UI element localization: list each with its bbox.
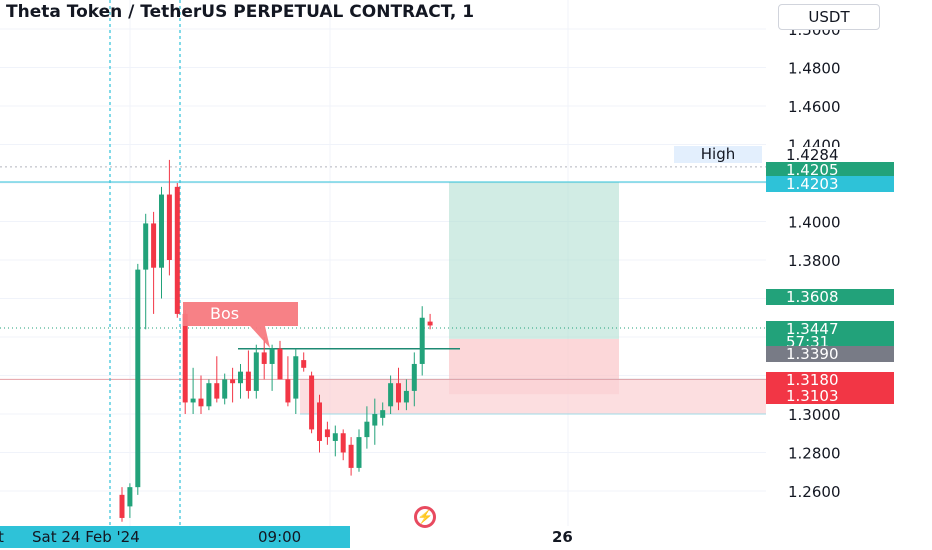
crosshair-time-label: t Sat 24 Feb '24 09:00	[0, 526, 350, 548]
candle-body	[182, 313, 188, 403]
crosshair-lines	[109, 0, 181, 526]
y-tick-label: 1.3000	[788, 406, 841, 424]
candle-body	[293, 356, 299, 399]
price-lines	[0, 166, 766, 380]
candle-body	[269, 348, 275, 364]
price-tag-a: 1.4205	[766, 162, 894, 178]
crosshair-date: Sat 24 Feb '24	[32, 528, 140, 546]
demand-zone	[300, 379, 766, 414]
price-tag-c: 1.3608	[766, 289, 894, 305]
price-axis: 1.26001.28001.30001.38001.40001.44001.46…	[788, 21, 841, 501]
price-tag-d: 1.3390	[766, 346, 894, 362]
lightning-icon[interactable]: ⚡	[414, 506, 436, 528]
bos-callout	[183, 302, 298, 348]
candles	[119, 159, 433, 522]
candle-body	[230, 379, 236, 384]
price-tag-b: 1.4203	[766, 176, 894, 192]
price-tag-f: 1.3103	[766, 388, 894, 404]
high-label: High	[674, 146, 762, 163]
candle-body	[372, 414, 378, 426]
y-tick-label: 1.2600	[788, 483, 841, 501]
candle-body	[159, 194, 164, 268]
chart-grid	[0, 0, 766, 526]
candle-body	[411, 363, 417, 391]
crosshair-time: 09:00	[258, 528, 302, 546]
candle-body	[222, 379, 228, 399]
candle-body	[261, 352, 267, 364]
x-tick-26: 26	[552, 528, 573, 546]
candle-body	[285, 379, 291, 403]
bos-label: Bos	[210, 304, 240, 323]
chart-title: Theta Token / TetherUS PERPETUAL CONTRAC…	[6, 2, 475, 22]
candle-body	[135, 269, 141, 488]
candle-body	[277, 348, 283, 380]
candle-body	[317, 402, 322, 441]
candle-body	[166, 194, 172, 260]
candle-body	[214, 383, 220, 399]
candle-body	[396, 383, 401, 403]
candle-body	[253, 352, 259, 391]
candle-body	[206, 383, 212, 407]
candle-body	[190, 398, 196, 403]
candle-body	[151, 223, 157, 268]
candle-body	[356, 437, 362, 468]
candle-body	[143, 223, 149, 270]
y-tick-label: 1.4600	[788, 98, 841, 116]
candle-body	[119, 494, 125, 518]
target-zone	[449, 182, 619, 339]
candle-body	[245, 371, 251, 391]
candle-body	[332, 433, 338, 441]
candle-body	[364, 421, 370, 438]
candle-body	[174, 186, 180, 314]
candle-body	[403, 390, 409, 403]
candle-body	[388, 383, 394, 407]
candle-body	[238, 371, 243, 384]
bos-annotation	[183, 302, 298, 348]
candle-body	[127, 487, 133, 507]
candle-body	[324, 429, 330, 438]
candle-body	[309, 375, 315, 430]
price-tag-high: 1.4284	[766, 147, 894, 163]
candle-body	[340, 433, 346, 453]
time-axis-fragment: t	[0, 528, 4, 546]
candle-body	[301, 360, 307, 368]
y-tick-label: 1.4000	[788, 214, 841, 232]
candle-body	[427, 321, 433, 326]
y-tick-label: 1.2800	[788, 445, 841, 463]
y-tick-label: 1.4800	[788, 60, 841, 78]
price-tag-e: 1.3180	[766, 372, 894, 388]
candle-body	[198, 398, 204, 407]
candle-body	[380, 410, 386, 418]
currency-selector[interactable]: USDT	[778, 4, 880, 30]
candle-body	[419, 317, 425, 364]
price-tag-last: 1.3447	[766, 321, 894, 337]
y-tick-label: 1.3800	[788, 252, 841, 270]
candle-body	[348, 444, 354, 468]
position-zones	[300, 182, 766, 415]
